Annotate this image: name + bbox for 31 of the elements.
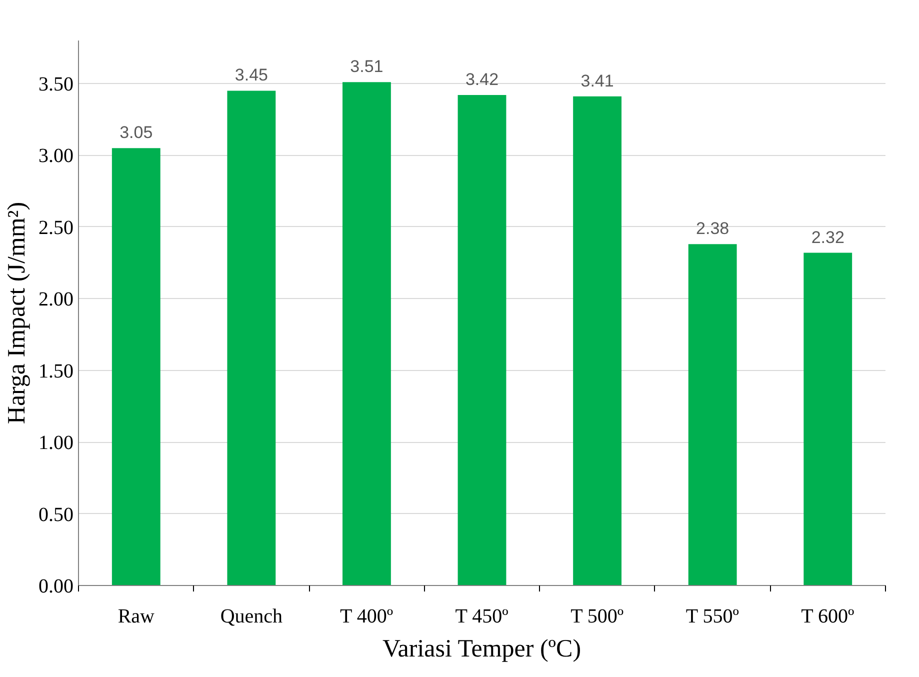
y-tick-label: 0.50 xyxy=(38,504,74,526)
data-label: 3.05 xyxy=(120,123,153,142)
bar xyxy=(804,252,852,586)
x-tick-label: Quench xyxy=(220,606,283,628)
data-label: 3.42 xyxy=(465,70,499,89)
x-tick-label: T 450º xyxy=(455,606,508,628)
data-label: 2.38 xyxy=(696,219,730,238)
y-tick-label: 1.50 xyxy=(38,360,74,382)
bar xyxy=(688,244,737,586)
x-tick-label: Raw xyxy=(118,606,156,628)
y-tick-label: 1.00 xyxy=(38,432,74,454)
x-tick-label: T 550º xyxy=(686,606,739,628)
data-label: 3.45 xyxy=(234,66,268,85)
data-label: 3.51 xyxy=(350,57,384,76)
y-tick-label: 3.50 xyxy=(38,74,74,96)
x-tick-label: T 400º xyxy=(340,606,394,628)
x-axis-title: Variasi Temper (ºC) xyxy=(382,636,582,662)
x-tick-label: T 500º xyxy=(570,606,624,628)
y-axis-title: Harga Impact (J/mm²) xyxy=(4,202,30,424)
bar xyxy=(342,82,391,586)
y-tick-label: 0.00 xyxy=(38,576,74,598)
x-tick-label: T 600º xyxy=(801,606,854,628)
data-label: 2.32 xyxy=(811,228,844,247)
data-label: 3.41 xyxy=(580,71,614,90)
y-tick-label: 2.50 xyxy=(38,216,74,239)
y-tick-label: 3.00 xyxy=(38,145,74,168)
bar xyxy=(112,148,160,586)
y-tick-label: 2.00 xyxy=(38,288,74,311)
bar xyxy=(458,95,506,586)
bar xyxy=(227,90,276,586)
bar xyxy=(573,96,622,586)
